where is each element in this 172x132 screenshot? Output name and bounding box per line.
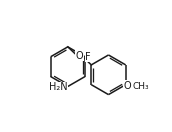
- Text: CH₃: CH₃: [133, 82, 149, 91]
- Text: O: O: [124, 81, 131, 91]
- Text: H₂N: H₂N: [49, 82, 67, 92]
- Text: F: F: [85, 52, 91, 62]
- Text: O: O: [76, 51, 83, 61]
